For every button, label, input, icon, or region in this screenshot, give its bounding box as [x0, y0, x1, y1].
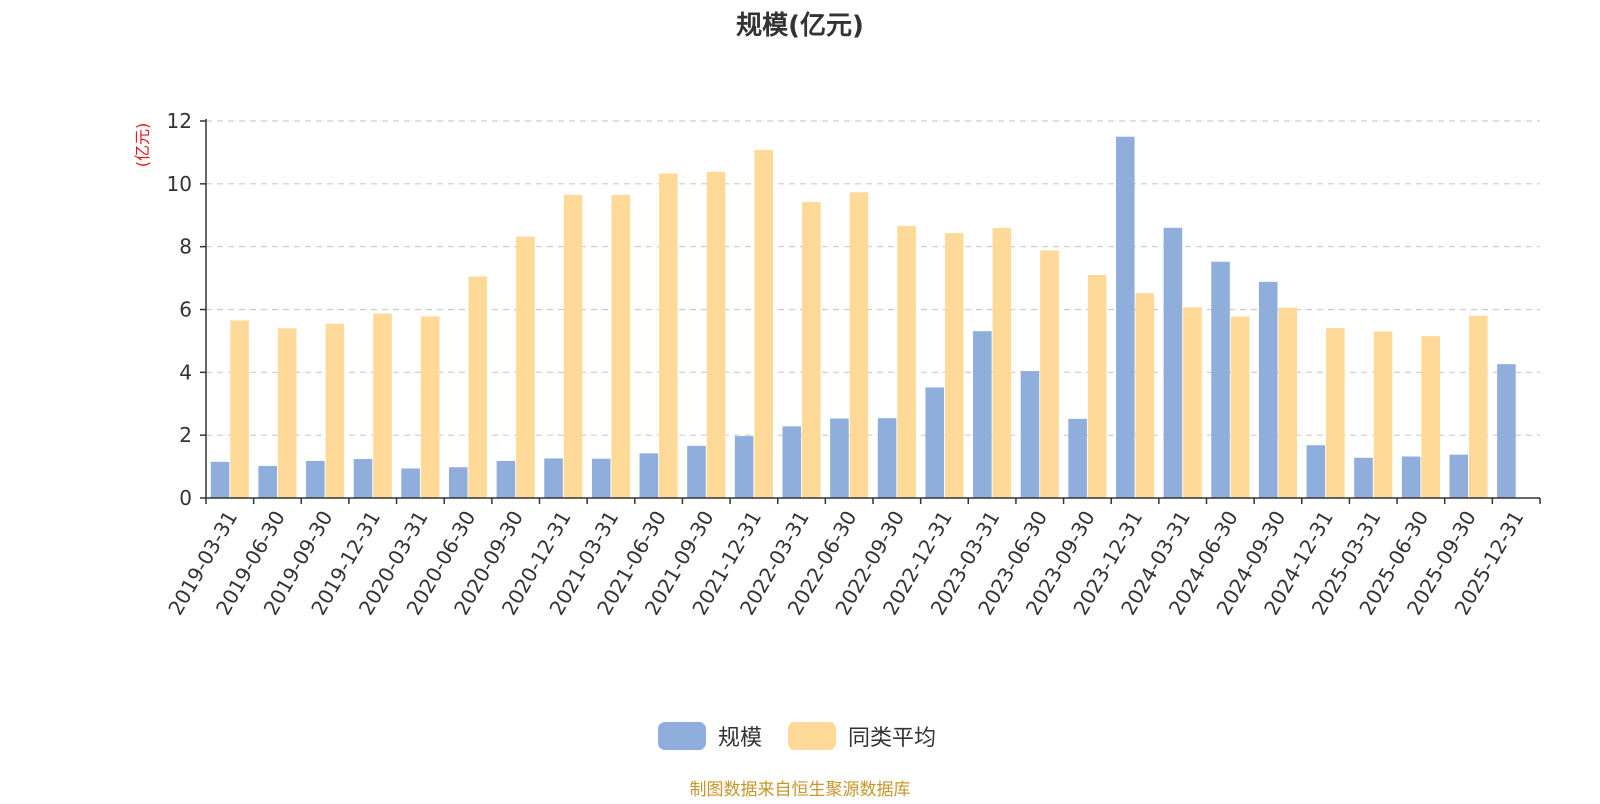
- bar-scale: [591, 458, 611, 498]
- bar-scale: [925, 387, 944, 498]
- bar-peer-average: [1326, 328, 1345, 498]
- bar-scale: [1354, 457, 1373, 498]
- bar-peer-average: [277, 328, 297, 498]
- legend: 规模 同类平均: [658, 722, 936, 751]
- bar-scale: [877, 418, 897, 498]
- bar-scale: [1258, 281, 1278, 498]
- legend-label: 同类平均: [848, 726, 936, 751]
- legend-item-peer-average[interactable]: 同类平均: [788, 722, 936, 751]
- bar-layer: [210, 136, 1516, 499]
- bar-scale: [544, 458, 563, 498]
- bar-scale: [1401, 456, 1421, 498]
- bar-scale: [353, 459, 373, 498]
- legend-label: 规模: [718, 726, 762, 751]
- bar-scale: [1497, 364, 1516, 498]
- bar-peer-average: [754, 149, 773, 499]
- bar-scale: [1163, 227, 1183, 499]
- bar-peer-average: [1135, 293, 1155, 498]
- bar-peer-average: [230, 320, 249, 498]
- bar-peer-average: [1087, 274, 1107, 498]
- bar-peer-average: [1421, 336, 1440, 498]
- bar-scale: [401, 468, 420, 498]
- bar-scale: [734, 436, 754, 498]
- bar-peer-average: [1230, 316, 1250, 498]
- bar-scale: [830, 418, 849, 498]
- bar-peer-average: [1278, 307, 1298, 498]
- bar-peer-average: [611, 194, 631, 498]
- source-note: 制图数据来自恒生聚源数据库: [690, 780, 911, 800]
- bar-scale: [639, 453, 659, 498]
- bar-peer-average: [897, 225, 916, 498]
- bar-peer-average: [325, 323, 345, 498]
- legend-swatch: [788, 722, 836, 750]
- bar-scale: [973, 331, 992, 498]
- y-tick-label: 12: [167, 109, 192, 133]
- y-tick-label: 10: [167, 172, 192, 196]
- bar-peer-average: [706, 171, 726, 498]
- bar-peer-average: [1373, 331, 1393, 498]
- bar-scale: [448, 467, 468, 498]
- legend-swatch: [658, 722, 706, 750]
- bar-scale: [210, 461, 230, 498]
- bar-peer-average: [659, 173, 678, 499]
- bar-scale: [1020, 371, 1040, 498]
- bar-peer-average: [468, 276, 488, 498]
- legend-item-scale[interactable]: 规模: [658, 722, 762, 751]
- bar-peer-average: [1183, 307, 1202, 498]
- bar-peer-average: [563, 194, 583, 498]
- y-tick-label: 8: [179, 235, 192, 259]
- bar-scale: [687, 445, 706, 498]
- bar-peer-average: [516, 236, 535, 498]
- bar-scale: [1449, 454, 1469, 498]
- bar-peer-average: [944, 233, 964, 498]
- y-tick-label: 2: [179, 423, 192, 447]
- bar-peer-average: [992, 227, 1012, 499]
- bar-peer-average: [849, 192, 869, 498]
- bar-scale: [496, 460, 516, 498]
- bar-peer-average: [420, 316, 440, 498]
- bar-peer-average: [373, 313, 392, 498]
- bar-peer-average: [1469, 315, 1488, 498]
- y-tick-label: 0: [179, 486, 192, 510]
- y-tick-label: 6: [179, 298, 192, 322]
- bar-scale: [782, 426, 802, 498]
- bar-scale: [1115, 136, 1135, 499]
- bar-scale: [1068, 418, 1087, 498]
- chart-title: 规模(亿元): [736, 11, 864, 41]
- y-tick-label: 4: [179, 360, 192, 384]
- bar-peer-average: [802, 202, 821, 498]
- bar-scale: [1211, 261, 1230, 498]
- bar-scale: [258, 465, 277, 498]
- y-axis-unit-label: (亿元): [133, 123, 152, 168]
- bar-scale: [306, 460, 325, 498]
- bar-scale: [1306, 445, 1326, 498]
- bar-peer-average: [1040, 250, 1059, 498]
